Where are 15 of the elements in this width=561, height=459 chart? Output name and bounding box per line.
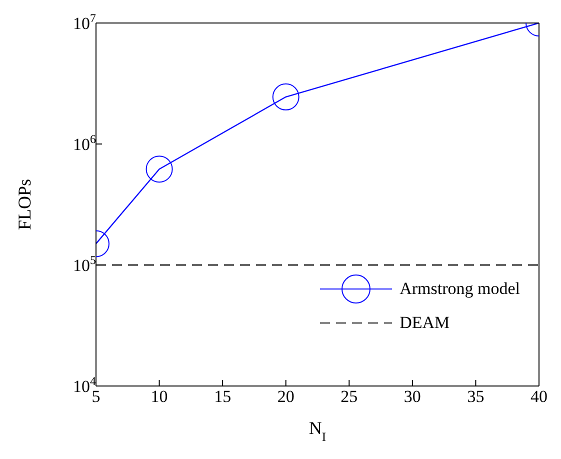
legend-label: Armstrong model xyxy=(400,279,520,299)
x-tick-label: 40 xyxy=(530,387,548,406)
x-tick-label: 5 xyxy=(92,387,100,406)
y-tick-label: 10$^{5}$ xyxy=(73,253,96,275)
x-tick-label: 20 xyxy=(277,387,294,406)
x-tick-label: 30 xyxy=(404,387,421,406)
x-tick-label: 15 xyxy=(214,387,232,406)
x-tick-label: 10 xyxy=(150,387,168,406)
x-axis-title: N$_{I}$ xyxy=(308,418,326,444)
legend-label: DEAM xyxy=(400,313,450,333)
y-tick-label: 10$^{7}$ xyxy=(73,11,96,33)
x-tick-label: 35 xyxy=(467,387,484,406)
x-tick-label: 25 xyxy=(340,387,358,406)
y-tick-label: 10$^{6}$ xyxy=(73,132,96,154)
y-axis-title: FLOPs xyxy=(14,178,34,230)
